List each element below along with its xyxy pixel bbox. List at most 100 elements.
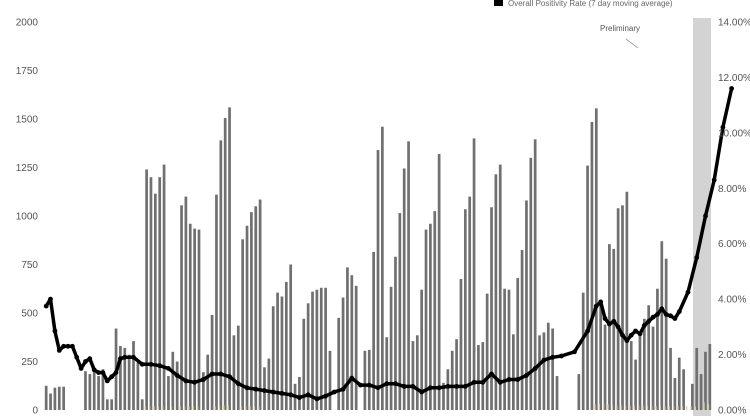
bar bbox=[442, 382, 445, 410]
bar bbox=[84, 371, 87, 410]
bar bbox=[140, 399, 144, 410]
bar bbox=[367, 349, 371, 410]
bar bbox=[546, 322, 550, 410]
line-point bbox=[183, 378, 189, 384]
bar bbox=[197, 229, 201, 410]
y-tick-left: 750 bbox=[21, 260, 38, 271]
line-point bbox=[602, 316, 608, 321]
bar bbox=[538, 335, 541, 410]
bar-small bbox=[603, 403, 605, 410]
bar bbox=[616, 208, 620, 410]
bar bbox=[612, 248, 616, 410]
bar bbox=[642, 318, 646, 410]
bar bbox=[341, 297, 345, 410]
y-axis-right: 0.00% 2.00% 4.00% 6.00% 8.00% 10.00% 12.00% 14.… bbox=[718, 18, 750, 417]
line-point bbox=[118, 356, 123, 362]
bar bbox=[590, 121, 594, 410]
bar-small bbox=[694, 406, 696, 410]
line-point bbox=[87, 356, 93, 362]
bar-small bbox=[218, 405, 221, 410]
line-point bbox=[340, 386, 346, 392]
line-point bbox=[201, 377, 206, 382]
bar-small bbox=[162, 405, 164, 410]
bar bbox=[119, 345, 122, 410]
bar bbox=[656, 288, 659, 410]
bar bbox=[232, 335, 236, 410]
line-point bbox=[428, 385, 433, 391]
bar bbox=[381, 126, 384, 410]
bar bbox=[459, 279, 463, 410]
bar bbox=[158, 177, 162, 410]
y-tick-left: 1250 bbox=[16, 163, 39, 174]
bar-small bbox=[214, 406, 216, 410]
line-point bbox=[663, 312, 669, 317]
preliminary-label: Preliminary bbox=[600, 24, 640, 33]
bar bbox=[228, 107, 231, 411]
bar bbox=[402, 168, 406, 410]
line-point bbox=[489, 371, 494, 377]
line-point bbox=[297, 395, 302, 400]
bar bbox=[127, 354, 131, 410]
line-point bbox=[305, 392, 311, 398]
line-point bbox=[532, 366, 538, 371]
line-point bbox=[524, 373, 529, 378]
bar bbox=[485, 293, 489, 410]
bar bbox=[494, 174, 498, 410]
y-tick-left: 1750 bbox=[16, 66, 39, 77]
bar bbox=[110, 399, 114, 410]
line-point bbox=[685, 289, 691, 295]
bar bbox=[542, 332, 546, 410]
bar bbox=[188, 223, 192, 410]
bar bbox=[101, 369, 105, 410]
bar bbox=[372, 251, 375, 410]
bar bbox=[53, 387, 57, 410]
line-point bbox=[607, 321, 612, 327]
legend-swatch bbox=[494, 0, 503, 6]
line-point bbox=[384, 381, 390, 387]
line-point bbox=[279, 391, 285, 396]
bar bbox=[267, 358, 271, 410]
bar bbox=[280, 296, 284, 410]
y-tick-right: 0.00% bbox=[718, 406, 746, 417]
line-point bbox=[227, 374, 233, 380]
line-point bbox=[620, 332, 625, 338]
bar bbox=[250, 212, 253, 410]
bar-small bbox=[153, 406, 155, 410]
line-point bbox=[56, 348, 62, 353]
bar-small bbox=[651, 405, 653, 410]
line-point bbox=[122, 354, 128, 360]
line-point bbox=[480, 379, 486, 385]
line-point bbox=[393, 381, 398, 387]
line-point bbox=[166, 366, 171, 371]
bar bbox=[691, 383, 694, 410]
bar-small bbox=[144, 406, 146, 410]
bar-small bbox=[258, 406, 260, 410]
line-point bbox=[506, 377, 512, 382]
bar-small bbox=[157, 406, 159, 410]
bar-small bbox=[624, 405, 627, 410]
bar-small bbox=[681, 406, 683, 410]
bar-small bbox=[188, 406, 190, 410]
line-point bbox=[244, 385, 250, 391]
bar bbox=[450, 350, 454, 410]
bar-small bbox=[664, 406, 666, 410]
bar bbox=[669, 347, 672, 410]
line-point bbox=[711, 177, 717, 183]
line-point bbox=[646, 318, 652, 324]
line-point bbox=[209, 371, 215, 377]
line-point bbox=[83, 359, 88, 364]
bar bbox=[328, 350, 332, 410]
line-point bbox=[410, 384, 416, 389]
y-axis-left: 0 250 500 750 1000 1250 1500 1750 2000 bbox=[16, 18, 39, 417]
bar bbox=[394, 256, 397, 410]
bar bbox=[664, 258, 668, 410]
bar-small bbox=[240, 406, 242, 410]
bar bbox=[533, 139, 537, 410]
bar bbox=[184, 196, 188, 410]
line-point bbox=[375, 385, 381, 391]
bar-small bbox=[668, 406, 670, 410]
y-tick-right: 12.00% bbox=[718, 73, 750, 84]
bar bbox=[385, 337, 389, 410]
bar bbox=[463, 209, 467, 410]
